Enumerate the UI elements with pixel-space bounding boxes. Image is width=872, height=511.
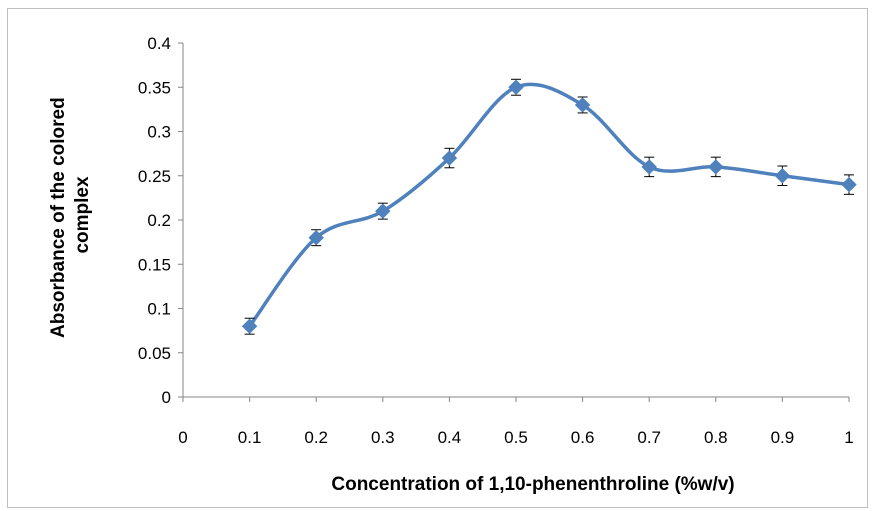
data-point-marker: [774, 168, 791, 184]
y-tick-label: 0.05: [138, 344, 171, 363]
data-point-marker: [308, 229, 324, 246]
y-tick-label: 0.35: [138, 78, 171, 97]
x-tick-label: 0.9: [771, 428, 795, 447]
x-tick-label: 0.8: [704, 428, 728, 447]
x-tick-label: 0.2: [304, 428, 328, 447]
axes: [178, 42, 850, 402]
series-line: [248, 82, 850, 328]
data-point-marker: [841, 176, 857, 193]
x-tick-label: 0: [178, 428, 187, 447]
data-point-marker: [574, 97, 591, 113]
y-axis-title-line-1: Absorbance of the colored: [48, 97, 69, 338]
series-layer: [241, 78, 857, 335]
y-axis-title-line-2: complex: [72, 176, 93, 254]
data-point-marker: [375, 203, 391, 219]
y-tick-label: 0.25: [138, 167, 171, 186]
x-axis-title: Concentration of 1,10-phenenthroline (%w…: [331, 474, 734, 495]
x-tick-label: 1: [844, 428, 853, 447]
x-tick-label: 0.6: [571, 428, 595, 447]
y-tick-label: 0.15: [138, 255, 171, 274]
y-tick-label: 0.2: [147, 211, 171, 230]
data-point-marker: [241, 318, 258, 334]
x-tick-label: 0.5: [504, 428, 528, 447]
data-point-marker: [441, 150, 458, 166]
data-point-marker: [508, 79, 524, 95]
y-tick-label: 0.3: [147, 123, 171, 142]
x-tick-label: 0.1: [238, 428, 262, 447]
y-tick-label: 0: [162, 388, 171, 407]
y-tick-label: 0.4: [147, 34, 171, 53]
chart-frame: [7, 8, 868, 508]
x-tick-label: 0.3: [371, 428, 395, 447]
y-tick-label: 0.1: [147, 300, 171, 319]
data-point-marker: [641, 159, 657, 175]
data-point-marker: [708, 159, 724, 175]
x-tick-label: 0.4: [438, 428, 462, 447]
y-axis-title: Absorbance of the colored complex: [48, 92, 93, 338]
tick-labels: 0 0.05 0.1 0.15 0.2 0.25 0.3 0.35 0.4 0 0.1 0.2 0.3 0…: [138, 34, 854, 447]
x-tick-label: 0.7: [637, 428, 661, 447]
